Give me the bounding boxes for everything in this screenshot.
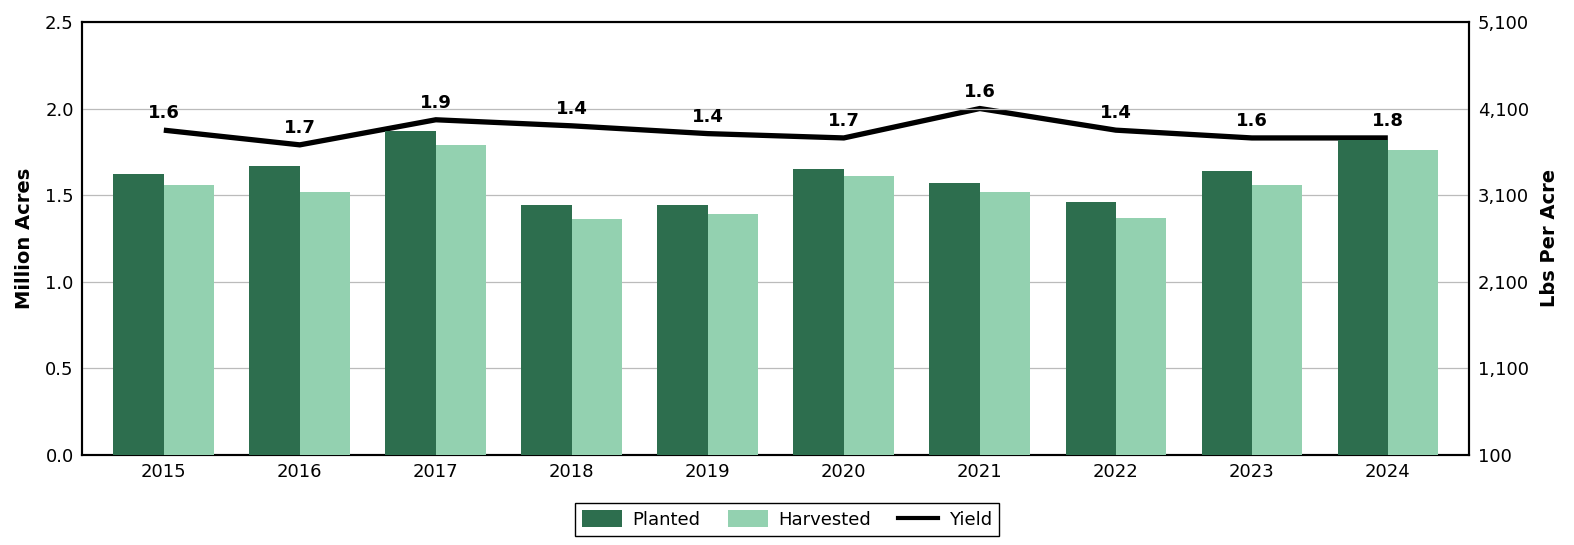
Bar [1201, 171, 1251, 455]
Bar [930, 183, 981, 455]
Y-axis label: Million Acres: Million Acres [16, 168, 35, 309]
Yield [699, 130, 718, 137]
Bar [386, 131, 436, 455]
Text: 1.9: 1.9 [420, 94, 452, 112]
Bar [299, 192, 349, 455]
Bar [1338, 140, 1388, 455]
Yield [427, 117, 445, 123]
Bar [1251, 185, 1302, 455]
Bar [844, 176, 894, 455]
Bar [658, 205, 708, 455]
Yield [290, 142, 309, 148]
Legend: Planted, Harvested, Yield: Planted, Harvested, Yield [575, 503, 999, 536]
Text: 1.6: 1.6 [148, 104, 179, 123]
Bar [436, 145, 486, 455]
Bar [521, 205, 571, 455]
Text: 1.7: 1.7 [828, 112, 859, 130]
Text: 1.6: 1.6 [1236, 112, 1267, 130]
Bar [1116, 217, 1166, 455]
Bar [1388, 150, 1439, 455]
Line: Yield: Yield [164, 108, 1388, 145]
Text: 1.4: 1.4 [693, 108, 724, 126]
Text: 1.7: 1.7 [283, 119, 316, 137]
Text: 1.4: 1.4 [556, 100, 587, 118]
Y-axis label: Lbs Per Acre: Lbs Per Acre [1539, 169, 1558, 307]
Bar [708, 214, 759, 455]
Bar [113, 174, 164, 455]
Yield [971, 105, 990, 112]
Bar [164, 185, 214, 455]
Bar [1066, 202, 1116, 455]
Bar [793, 169, 844, 455]
Bar [571, 219, 622, 455]
Yield [154, 127, 173, 134]
Text: 1.6: 1.6 [963, 83, 996, 101]
Text: 1.4: 1.4 [1100, 104, 1132, 123]
Yield [562, 123, 581, 129]
Yield [834, 135, 853, 141]
Yield [1107, 127, 1125, 134]
Bar [249, 166, 299, 455]
Bar [981, 192, 1029, 455]
Yield [1379, 135, 1398, 141]
Yield [1242, 135, 1261, 141]
Text: 1.8: 1.8 [1373, 112, 1404, 130]
